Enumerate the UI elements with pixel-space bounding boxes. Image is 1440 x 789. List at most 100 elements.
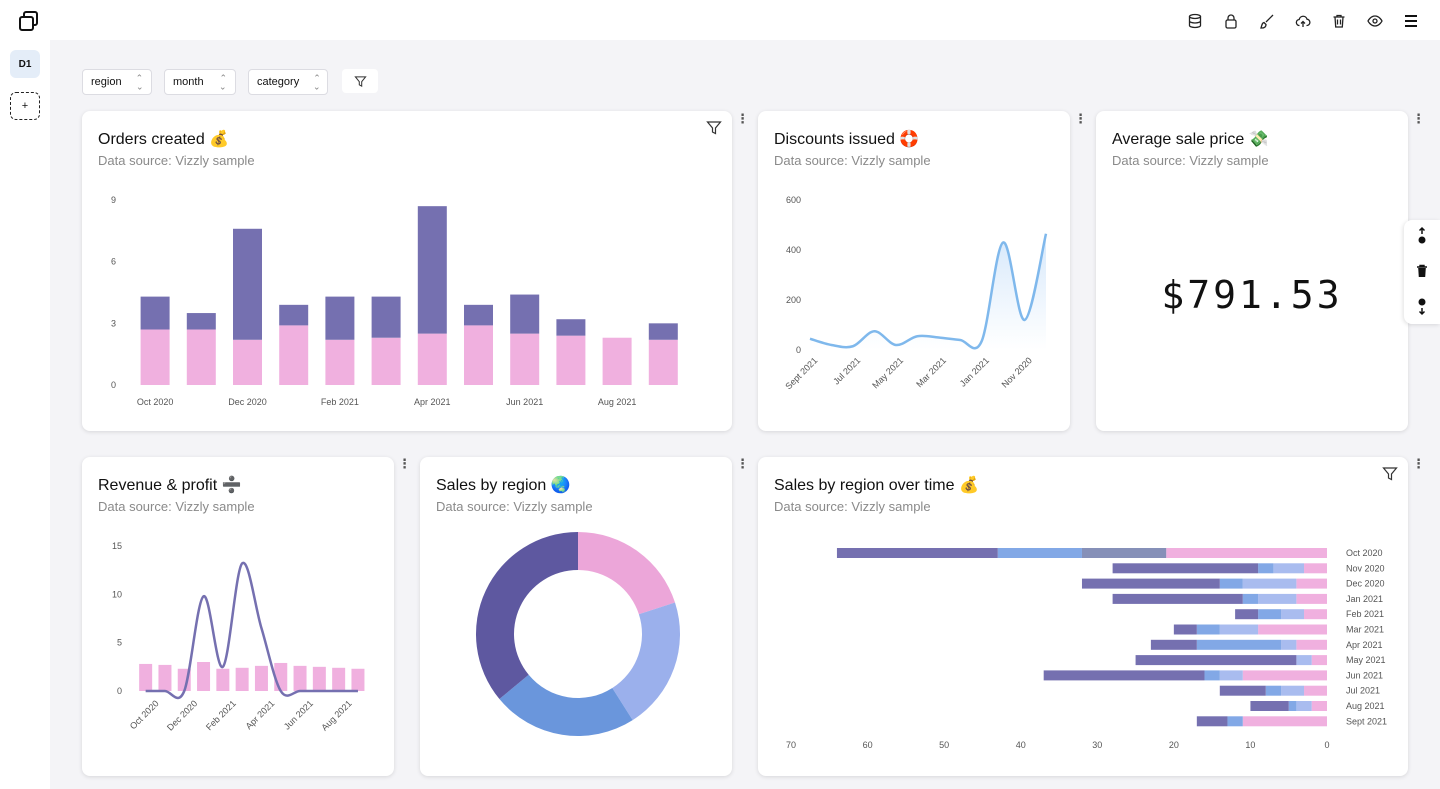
y-tick-label: 6 bbox=[111, 257, 116, 267]
bar-segment bbox=[1112, 593, 1243, 604]
bar-segment bbox=[1166, 548, 1327, 558]
y-tick-label: 400 bbox=[786, 245, 801, 255]
eye-icon bbox=[1367, 15, 1383, 27]
bar-segment bbox=[1235, 609, 1259, 620]
chevron-up-down-icon: ⌃ ⌃ bbox=[135, 73, 144, 92]
move-down-icon bbox=[1418, 298, 1426, 316]
sales-by-region-card: Sales by region 🌏 Data source: Vizzly sa… bbox=[420, 457, 732, 776]
donut-slice bbox=[578, 532, 676, 615]
theme-brush-button[interactable] bbox=[1256, 10, 1278, 32]
discounts-card-menu-button[interactable]: ⋮ bbox=[1074, 111, 1087, 126]
x-tick-label: 60 bbox=[863, 740, 873, 750]
bar-segment bbox=[325, 296, 355, 340]
bar bbox=[139, 663, 153, 691]
bar-segment bbox=[1135, 655, 1297, 666]
bar-segment bbox=[1296, 701, 1312, 711]
y-tick-label: Oct 2020 bbox=[1346, 548, 1383, 558]
card-title: Revenue & profit ➗ bbox=[98, 477, 242, 494]
bar-segment bbox=[1081, 548, 1167, 558]
bar-segment bbox=[1311, 655, 1327, 666]
bar-segment bbox=[648, 339, 678, 385]
app-logo-icon[interactable] bbox=[18, 10, 40, 32]
bar bbox=[158, 664, 172, 691]
bar bbox=[216, 668, 230, 691]
delete-dashboard-button[interactable] bbox=[1328, 10, 1350, 32]
bar bbox=[254, 665, 268, 691]
average-sale-price-card: Average sale price 💸 Data source: Vizzly… bbox=[1096, 111, 1408, 431]
lock-icon bbox=[1225, 14, 1237, 29]
y-tick-label: 0 bbox=[117, 686, 122, 696]
bar-segment bbox=[1242, 593, 1259, 604]
average-price-card-menu-button[interactable]: ⋮ bbox=[1412, 111, 1425, 126]
filter-icon[interactable] bbox=[1382, 466, 1398, 482]
bar-segment bbox=[279, 304, 309, 326]
add-dashboard-button[interactable]: + bbox=[10, 92, 40, 120]
y-tick-label: Feb 2021 bbox=[1346, 609, 1384, 619]
main-menu-button[interactable] bbox=[1400, 10, 1422, 32]
sales-by-region-over-time-card: Sales by region over time 💰 Data source:… bbox=[758, 457, 1408, 776]
revenue-profit-card: Revenue & profit ➗ Data source: Vizzly s… bbox=[82, 457, 394, 776]
sales-time-card-menu-button[interactable]: ⋮ bbox=[1412, 456, 1425, 471]
x-tick-label: 0 bbox=[1324, 740, 1329, 750]
x-tick-label: Oct 2020 bbox=[128, 698, 161, 731]
delete-component-button[interactable] bbox=[1414, 261, 1430, 281]
region-filter-select[interactable]: region ⌃ ⌃ bbox=[82, 69, 152, 95]
preview-button[interactable] bbox=[1364, 10, 1386, 32]
dashboard-tab-d1[interactable]: D1 bbox=[10, 50, 40, 78]
bar-segment bbox=[233, 339, 262, 385]
y-tick-label: 0 bbox=[796, 345, 801, 355]
y-tick-label: 9 bbox=[111, 195, 116, 205]
advanced-filter-button[interactable] bbox=[342, 69, 378, 93]
bar-segment bbox=[1081, 578, 1220, 589]
x-tick-label: Jan 2021 bbox=[958, 355, 991, 388]
bar-segment bbox=[140, 296, 170, 330]
x-tick-label: Dec 2020 bbox=[165, 698, 199, 732]
publish-button[interactable] bbox=[1292, 10, 1314, 32]
bar-segment bbox=[279, 325, 309, 385]
bar-segment bbox=[1196, 639, 1282, 650]
y-tick-label: Jun 2021 bbox=[1346, 670, 1383, 680]
revenue-card-menu-button[interactable]: ⋮ bbox=[398, 456, 411, 471]
card-data-source: Data source: Vizzly sample bbox=[774, 153, 931, 168]
bar-segment bbox=[1296, 655, 1312, 666]
bar-segment bbox=[1043, 670, 1205, 681]
x-tick-label: 10 bbox=[1245, 740, 1255, 750]
x-tick-label: Feb 2021 bbox=[321, 397, 359, 407]
bar-segment bbox=[417, 206, 447, 334]
chevron-up-down-icon: ⌃ ⌃ bbox=[219, 73, 227, 92]
brush-icon bbox=[1260, 14, 1274, 29]
y-tick-label: Jul 2021 bbox=[1346, 686, 1380, 696]
bar-segment bbox=[1296, 639, 1327, 650]
database-button[interactable] bbox=[1184, 10, 1206, 32]
filter-icon[interactable] bbox=[706, 120, 722, 136]
card-data-source: Data source: Vizzly sample bbox=[98, 499, 255, 514]
bar-segment bbox=[371, 337, 401, 385]
sales-region-card-menu-button[interactable]: ⋮ bbox=[736, 456, 749, 471]
bar bbox=[312, 666, 326, 691]
category-filter-select[interactable]: category ⌃ ⌃ bbox=[248, 69, 328, 95]
x-tick-label: Aug 2021 bbox=[598, 397, 637, 407]
discounts-issued-chart: 0 200 400 600 Sept 2021 Jul 2021 May 2021 Mar 2… bbox=[783, 195, 1048, 391]
bar-segment bbox=[1304, 563, 1327, 574]
bar-segment bbox=[1242, 578, 1297, 589]
bar-segment bbox=[186, 313, 216, 330]
bar-segment bbox=[556, 319, 586, 336]
bar-segment bbox=[1258, 624, 1327, 635]
move-up-button[interactable] bbox=[1414, 226, 1430, 246]
trash-icon bbox=[1417, 264, 1427, 277]
orders-card-menu-button[interactable]: ⋮ bbox=[736, 111, 749, 126]
bar-segment bbox=[1250, 701, 1289, 711]
lock-button[interactable] bbox=[1220, 10, 1242, 32]
month-filter-select[interactable]: month ⌃ ⌃ bbox=[164, 69, 236, 95]
region-filter-label: region bbox=[91, 76, 122, 88]
bar bbox=[332, 667, 346, 691]
card-data-source: Data source: Vizzly sample bbox=[1112, 153, 1269, 168]
x-tick-label: Apr 2021 bbox=[244, 698, 277, 731]
bar-segment bbox=[1296, 593, 1327, 604]
donut-slice bbox=[499, 674, 633, 736]
move-up-icon bbox=[1418, 226, 1426, 244]
bar-segment bbox=[1304, 609, 1327, 620]
area-fill bbox=[810, 233, 1046, 350]
move-down-button[interactable] bbox=[1414, 296, 1430, 316]
bar-segment bbox=[1258, 593, 1297, 604]
